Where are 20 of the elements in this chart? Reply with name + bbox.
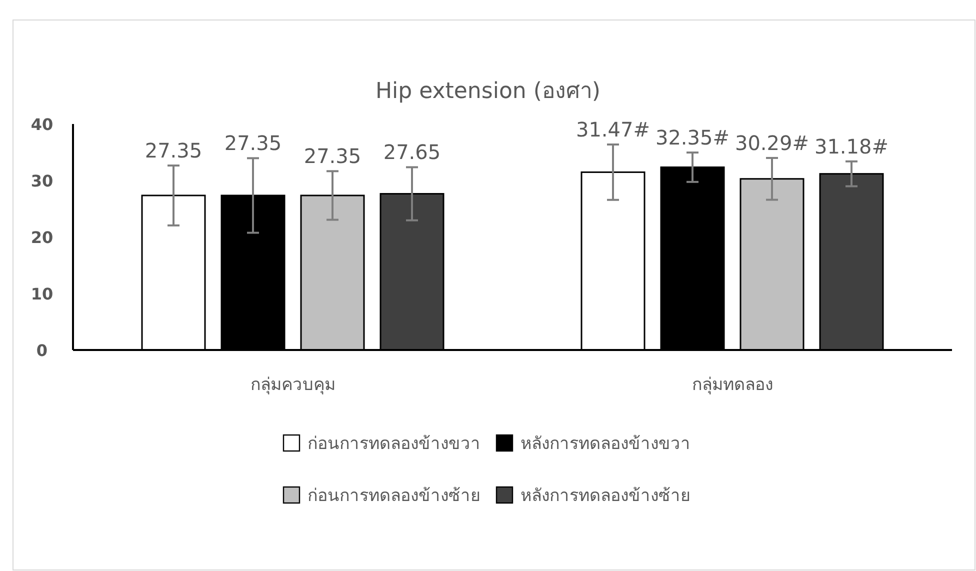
legend-label: ก่อนการทดลองข้างซ้าย — [308, 486, 480, 506]
data-label: 31.47# — [576, 118, 650, 142]
legend-label: หลังการทดลองข้างซ้าย — [520, 486, 690, 506]
y-tick-label: 0 — [36, 341, 48, 360]
legend-label: ก่อนการทดลองข้างขวา — [308, 434, 480, 454]
data-label: 27.35 — [144, 138, 202, 163]
data-label: 32.35# — [655, 126, 730, 150]
y-tick-label: 40 — [30, 115, 54, 134]
data-label: 31.18# — [814, 134, 889, 158]
data-label: 30.29# — [734, 130, 810, 155]
y-tick-label: 20 — [30, 228, 54, 247]
data-label: 27.35 — [224, 131, 282, 156]
x-tick-label: กลุ่มทดลอง — [692, 375, 773, 395]
data-label: 27.65 — [383, 140, 441, 164]
data-label: 27.35 — [304, 144, 362, 168]
legend-label: หลังการทดลองข้างขวา — [520, 434, 690, 454]
x-tick-label: กลุ่มควบคุม — [250, 375, 336, 395]
y-tick-label: 30 — [30, 172, 54, 190]
chart-title: Hip extension (องศา) — [375, 79, 601, 104]
y-tick-label: 10 — [30, 284, 54, 304]
